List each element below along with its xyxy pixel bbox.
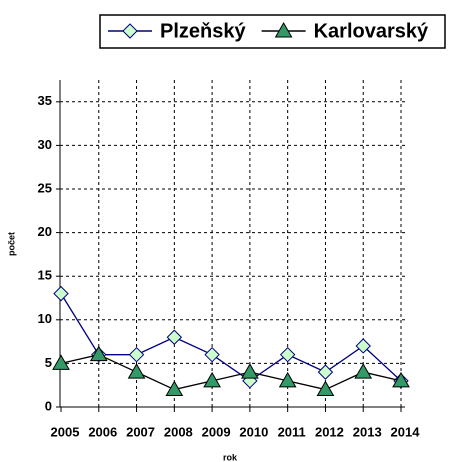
x-tick-label: 2010 xyxy=(239,424,268,439)
x-axis-label: rok xyxy=(223,452,238,462)
y-tick-label: 35 xyxy=(38,93,52,108)
y-tick-label: 30 xyxy=(38,137,52,152)
y-tick-label: 5 xyxy=(45,355,52,370)
point xyxy=(165,380,184,397)
y-axis-label: počet xyxy=(6,232,16,256)
y-tick-label: 25 xyxy=(38,180,52,195)
y-tick-label: 20 xyxy=(38,224,52,239)
series-line xyxy=(60,353,402,391)
point xyxy=(203,371,221,388)
legend-label: Karlovarský xyxy=(314,20,429,42)
point xyxy=(278,371,297,388)
x-tick-label: 2013 xyxy=(353,424,382,439)
x-tick-label: 2005 xyxy=(51,424,80,439)
legend-marker xyxy=(274,21,293,38)
point xyxy=(316,380,335,397)
point xyxy=(52,354,70,370)
point xyxy=(317,364,334,380)
x-tick-label: 2014 xyxy=(391,424,421,439)
point xyxy=(166,329,183,345)
y-tick-label: 15 xyxy=(38,268,52,283)
point xyxy=(204,346,220,363)
x-tick-label: 2008 xyxy=(164,424,193,439)
y-tick-label: 10 xyxy=(38,311,52,326)
point xyxy=(392,371,410,388)
legend-marker xyxy=(122,23,138,39)
point xyxy=(241,363,259,379)
point xyxy=(355,338,371,354)
x-tick-label: 2011 xyxy=(278,424,306,439)
point xyxy=(89,345,108,362)
x-tick-label: 2007 xyxy=(126,424,155,439)
legend-label: Plzeňský xyxy=(160,20,246,42)
x-tick-label: 2012 xyxy=(315,424,344,439)
x-tick-label: 2006 xyxy=(88,424,117,439)
point xyxy=(128,346,145,363)
series-line xyxy=(60,293,402,382)
legend-box xyxy=(99,14,446,49)
point xyxy=(127,363,146,379)
x-tick-label: 2009 xyxy=(202,424,231,439)
point xyxy=(279,346,296,363)
point xyxy=(53,285,69,302)
point xyxy=(354,363,373,379)
y-tick-label: 0 xyxy=(45,398,52,413)
